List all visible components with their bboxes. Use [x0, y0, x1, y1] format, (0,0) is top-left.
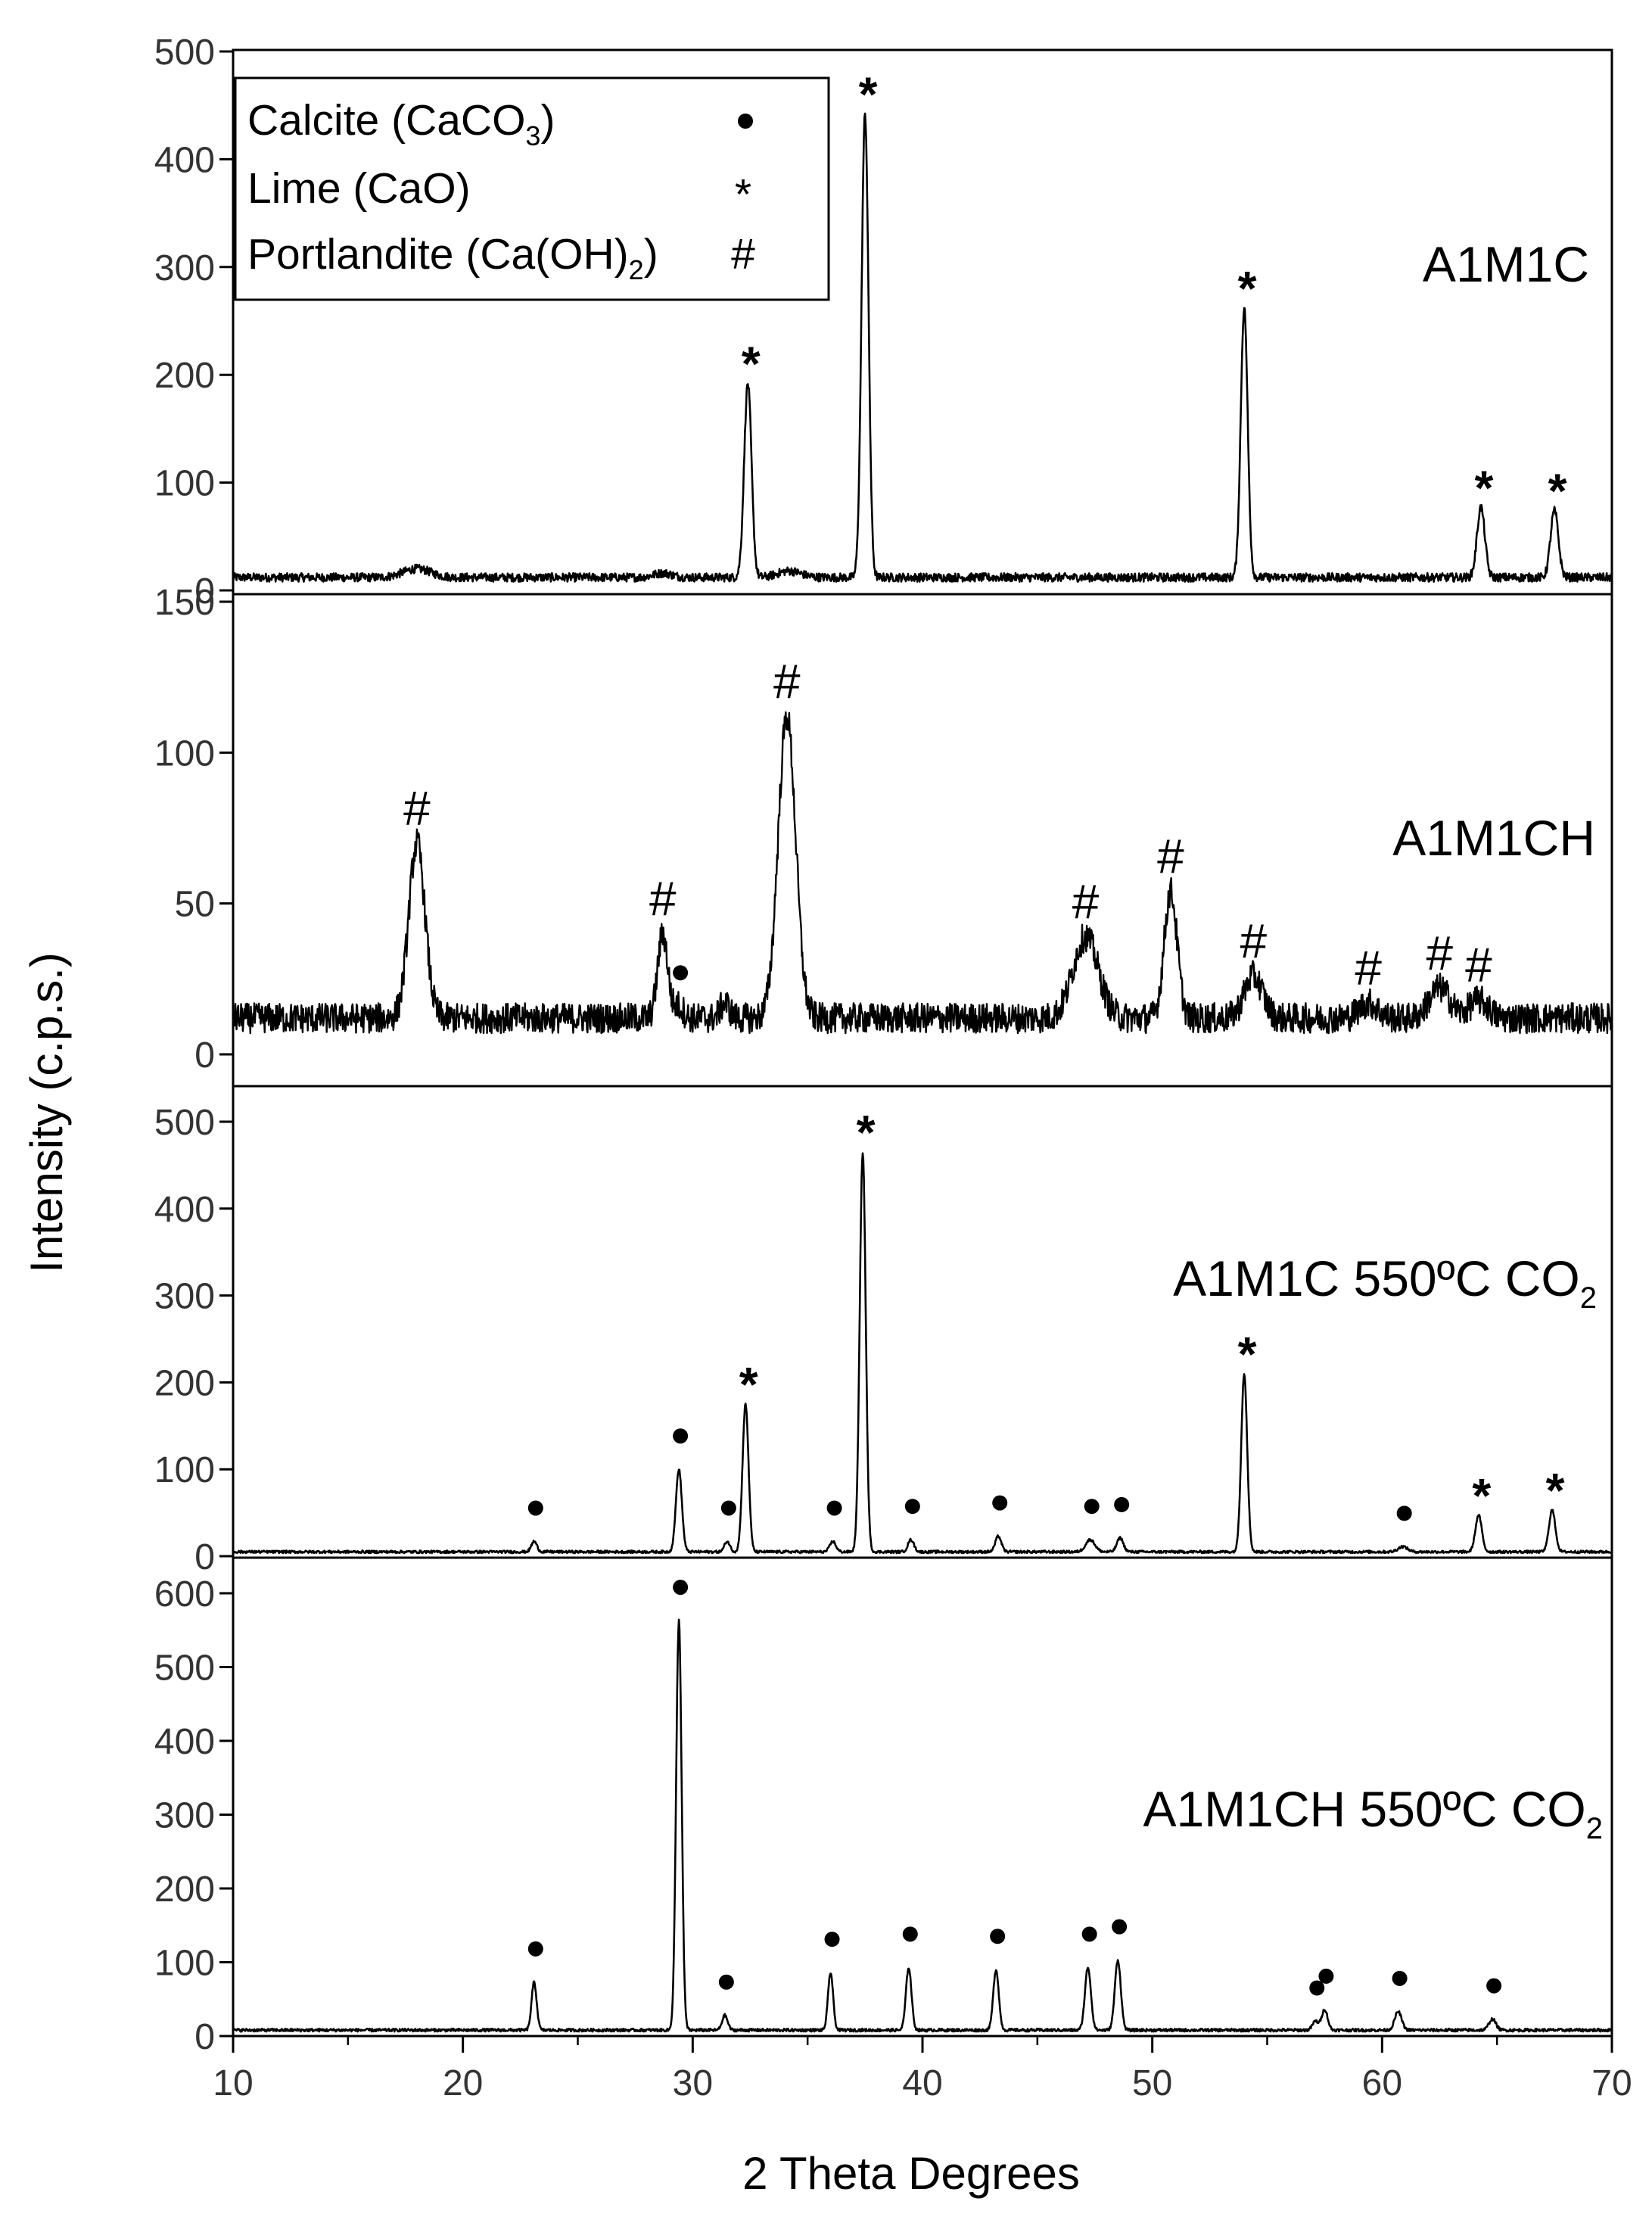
- calcite-marker: [527, 1941, 543, 1957]
- y-axis-title: Intensity (c.p.s.): [21, 952, 72, 1272]
- sample-label: A1M1CH: [1392, 810, 1595, 866]
- portlandite-marker: #: [1426, 926, 1453, 980]
- calcite-marker: [1318, 1968, 1334, 1984]
- portlandite-marker: #: [1240, 914, 1267, 968]
- pattern-line: [232, 1152, 1613, 1555]
- y-tick-label: 100: [154, 464, 215, 504]
- y-tick-label: 100: [154, 733, 215, 774]
- lime-marker: *: [742, 337, 761, 391]
- calcite-marker: [718, 1974, 734, 1990]
- legend-symbol-lime: *: [735, 170, 751, 219]
- lime-marker: *: [857, 1105, 876, 1160]
- lime-marker: *: [1238, 1327, 1257, 1381]
- y-tick-label: 400: [154, 140, 215, 180]
- y-tick-label: 0: [194, 1537, 215, 1577]
- y-tick-label: 100: [154, 1944, 215, 1984]
- calcite-marker: [824, 1932, 840, 1947]
- calcite-marker: [673, 1580, 689, 1596]
- y-tick-label: 600: [154, 1574, 215, 1614]
- portlandite-marker: #: [773, 654, 801, 708]
- portlandite-marker: #: [1072, 875, 1100, 929]
- y-tick-label: 0: [194, 2017, 215, 2057]
- lime-marker: *: [739, 1357, 758, 1412]
- x-tick-label: 10: [213, 2063, 253, 2103]
- calcite-marker: [990, 1929, 1006, 1944]
- lime-marker: *: [1546, 1463, 1565, 1518]
- legend-label: Portlandite (Ca(OH)2): [247, 230, 658, 285]
- y-tick-label: 50: [175, 885, 215, 925]
- y-tick-label: 200: [154, 356, 215, 396]
- y-tick-label: 500: [154, 1103, 215, 1143]
- y-tick-label: 0: [194, 1035, 215, 1076]
- legend-label: Calcite (CaCO3): [247, 96, 555, 151]
- portlandite-marker: #: [403, 781, 431, 836]
- x-tick-label: 70: [1591, 2063, 1632, 2103]
- panel-4: 0 100 200 300 400 500 600 A1M1CH 550ºC CO2: [154, 1574, 1613, 2057]
- lime-marker: *: [1472, 1468, 1491, 1523]
- lime-marker: *: [1548, 464, 1567, 518]
- y-tick-label: 500: [154, 33, 215, 73]
- panel-3: 0 100 200 300 400 500 * * * * * A1M1C 550ºC CO2: [154, 1103, 1613, 1577]
- x-tick-label: 50: [1132, 2063, 1172, 2103]
- legend-symbol-calcite: [738, 114, 753, 129]
- pattern-line: [232, 711, 1613, 1035]
- portlandite-marker: #: [1355, 941, 1382, 995]
- y-tick-label: 200: [154, 1870, 215, 1910]
- calcite-marker: [673, 1428, 689, 1444]
- panel-1: 0 100 200 300 400 500 * * * * * A1M1C: [154, 33, 1613, 612]
- y-tick-label: 200: [154, 1363, 215, 1403]
- lime-marker: *: [859, 67, 878, 122]
- portlandite-marker: #: [1465, 938, 1492, 992]
- y-tick-label: 500: [154, 1649, 215, 1689]
- calcite-marker: [1112, 1919, 1128, 1935]
- calcite-marker: [527, 1500, 543, 1516]
- calcite-marker: [1309, 1980, 1325, 1996]
- x-axis-title: 2 Theta Degrees: [742, 2148, 1080, 2199]
- x-axis: 10 20 30 40 50 60 70: [213, 2036, 1632, 2103]
- calcite-marker: [673, 965, 689, 981]
- lime-marker: *: [1238, 261, 1257, 316]
- portlandite-marker: #: [649, 872, 677, 926]
- y-tick-label: 300: [154, 248, 215, 288]
- y-tick-label: 100: [154, 1450, 215, 1490]
- calcite-marker: [1114, 1496, 1130, 1512]
- plot-frame: [232, 48, 1613, 2038]
- legend: Calcite (CaCO3) Lime (CaO) * Portlandite (C…: [234, 76, 830, 301]
- y-tick-label: 300: [154, 1796, 215, 1836]
- sample-label: A1M1C 550ºC CO2: [1173, 1250, 1597, 1315]
- calcite-marker: [904, 1499, 920, 1515]
- calcite-marker: [902, 1926, 918, 1942]
- calcite-marker: [720, 1500, 736, 1516]
- legend-symbol-portlandite: #: [731, 230, 755, 279]
- calcite-marker: [1486, 1978, 1502, 1994]
- x-tick-label: 40: [902, 2063, 942, 2103]
- legend-label: Lime (CaO): [247, 164, 471, 213]
- lime-marker: *: [1474, 460, 1493, 515]
- y-tick-label: 300: [154, 1277, 215, 1317]
- x-tick-label: 30: [673, 2063, 713, 2103]
- calcite-marker: [1396, 1505, 1412, 1521]
- x-tick-label: 60: [1362, 2063, 1402, 2103]
- calcite-marker: [1081, 1926, 1097, 1942]
- sample-label: A1M1C: [1423, 236, 1589, 292]
- y-tick-label: 400: [154, 1190, 215, 1230]
- y-tick-label: 150: [154, 583, 215, 623]
- sample-label: A1M1CH 550ºC CO2: [1143, 1781, 1603, 1845]
- pattern-line: [232, 1618, 1613, 2033]
- y-tick-label: 400: [154, 1722, 215, 1762]
- pattern-line: [232, 112, 1613, 583]
- legend-box: [234, 76, 830, 301]
- calcite-marker: [826, 1500, 842, 1516]
- portlandite-marker: #: [1157, 830, 1184, 884]
- calcite-marker: [1084, 1499, 1100, 1515]
- calcite-marker: [1392, 1970, 1408, 1986]
- calcite-marker: [992, 1495, 1008, 1511]
- frame-layer: [232, 48, 1613, 2038]
- x-tick-label: 20: [443, 2063, 483, 2103]
- y-tick-label: 0: [194, 571, 215, 612]
